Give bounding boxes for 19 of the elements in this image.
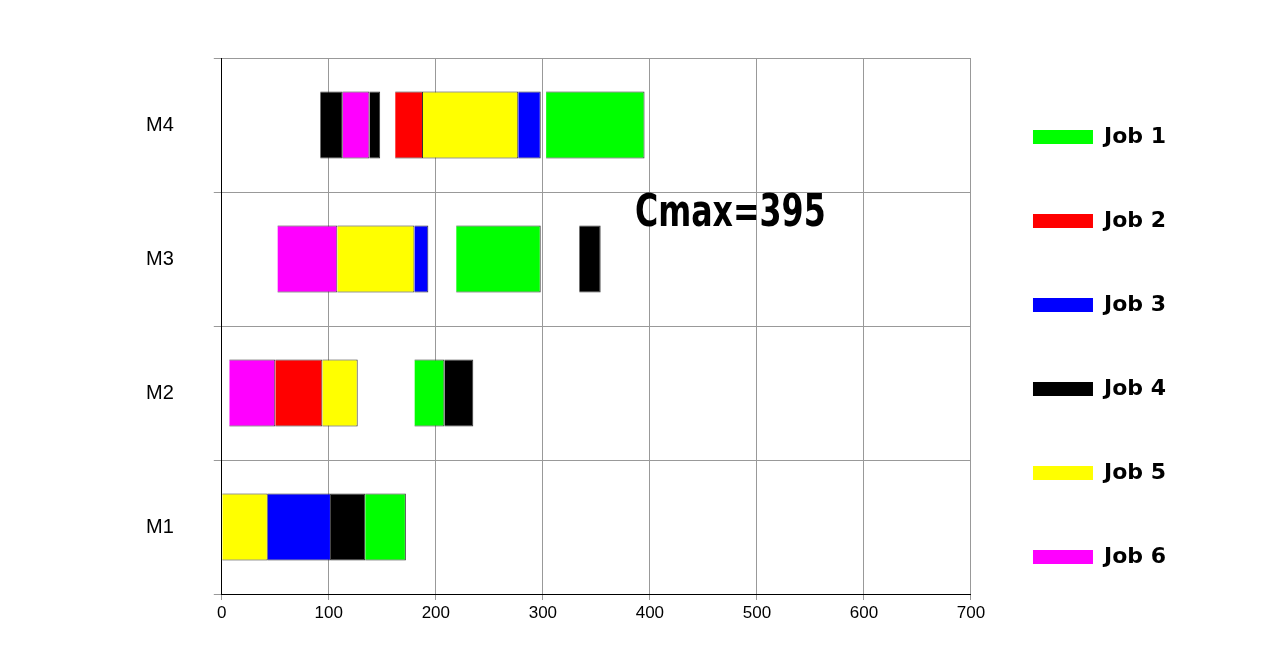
- y-tick-label: M2: [145, 380, 174, 403]
- x-tick-label: 700: [956, 602, 986, 622]
- x-tick-label: 0: [217, 602, 227, 622]
- legend-label: Job 3: [1101, 290, 1166, 316]
- legend-label: Job 2: [1101, 206, 1166, 232]
- legend-label: Job 5: [1101, 458, 1166, 484]
- legend-label: Job 6: [1101, 542, 1166, 568]
- y-tick-label: M4: [145, 112, 174, 135]
- x-tick-label: 100: [314, 602, 343, 622]
- y-tick-label: M3: [145, 246, 174, 269]
- x-tick-label: 400: [635, 602, 665, 622]
- x-tick-label: 500: [742, 602, 772, 622]
- legend-label: Job 1: [1101, 122, 1166, 148]
- x-tick-label: 600: [849, 602, 879, 622]
- legend-label: Job 4: [1101, 374, 1166, 400]
- y-tick-label: M1: [145, 514, 174, 537]
- annotation: Cmax=395: [635, 185, 826, 236]
- x-tick-label: 200: [421, 602, 451, 622]
- x-tick-label: 300: [528, 602, 558, 622]
